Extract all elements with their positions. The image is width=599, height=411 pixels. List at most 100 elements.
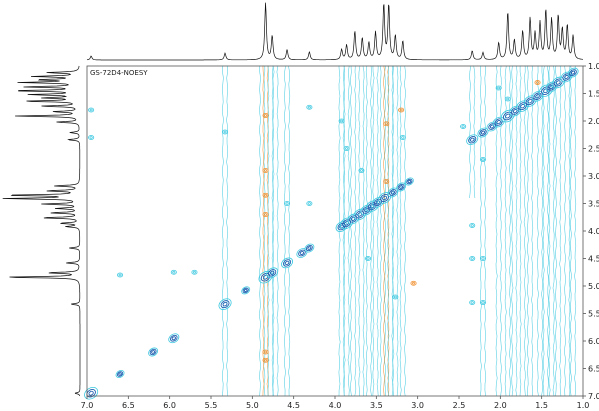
diagonal-peak: [360, 204, 373, 216]
cross-peak: [284, 201, 291, 206]
cross-peaks-layer: [88, 80, 541, 363]
cross-peak: [358, 168, 365, 173]
cross-peak: [343, 146, 350, 151]
vertical-streak: [542, 65, 549, 397]
plot-title: GS-72D4-NOESY: [90, 69, 148, 77]
cross-peak: [262, 357, 269, 363]
vertical-streak: [222, 65, 229, 397]
y-tick-label: 2.0: [588, 117, 599, 126]
vertical-streak: [548, 65, 555, 397]
y-tick-label: 5.0: [588, 282, 599, 291]
diagonal-peak: [365, 200, 379, 213]
cross-peak: [534, 80, 541, 85]
cross-peak: [469, 256, 476, 261]
cross-peak: [392, 294, 399, 300]
x-tick-label: 1.5: [535, 401, 548, 410]
cross-peak: [469, 300, 476, 305]
x-axis: 7.0 6.5 6.0 5.5 5.0 4.5 4.0 3.5 3.0 2.5 2.0 1.5 1.0: [81, 396, 590, 410]
diagonal-peak: [168, 333, 180, 344]
cross-peak: [338, 118, 345, 124]
cross-peak: [399, 135, 406, 140]
x-tick-label: 1.0: [577, 401, 590, 410]
x-tick-label: 5.5: [205, 401, 218, 410]
vertical-streak: [564, 65, 571, 397]
y-tick-label: 2.5: [588, 145, 599, 154]
cross-peak: [479, 256, 486, 261]
vertical-streak: [555, 65, 562, 397]
y-tick-label: 3.0: [588, 172, 599, 181]
x-tick-label: 7.0: [81, 401, 94, 410]
x-tick-label: 3.5: [370, 401, 383, 410]
cross-peak: [262, 168, 269, 173]
diagonal-peak: [551, 76, 565, 89]
diagonal-peak: [218, 298, 232, 310]
diagonal-peak: [266, 267, 279, 279]
vertical-streak: [536, 65, 544, 397]
y-tick-label: 1.0: [588, 62, 599, 71]
x-tick-label: 4.5: [287, 401, 300, 410]
cross-peak: [410, 280, 417, 286]
cross-peak: [170, 269, 177, 275]
cross-peak: [383, 121, 390, 127]
vertical-streak: [350, 65, 357, 397]
cross-peak: [365, 256, 372, 261]
diagonal-peaks-layer: [84, 67, 579, 400]
vertical-streak: [392, 65, 399, 397]
cross-peak: [306, 201, 313, 206]
cross-peak: [88, 107, 95, 113]
vertical-streak: [358, 65, 365, 397]
vertical-streaks-layer: [222, 65, 577, 397]
diagonal-peak: [115, 369, 125, 379]
y-tick-label: 5.5: [588, 310, 599, 319]
vertical-streak: [284, 65, 291, 397]
cross-peak: [495, 85, 502, 91]
x-tick-label: 5.0: [246, 401, 259, 410]
cross-peak: [117, 272, 124, 278]
x-tick-label: 4.0: [329, 401, 342, 410]
vertical-streak: [399, 65, 406, 397]
diagonal-peak: [567, 67, 579, 78]
cross-peak: [504, 96, 511, 102]
vertical-streak: [272, 65, 279, 397]
diagonal-peak: [304, 243, 315, 253]
diagonal-peak: [241, 286, 251, 295]
x-tick-label: 3.0: [411, 401, 424, 410]
y-tick-label: 7.0: [588, 392, 599, 401]
y-tick-label: 6.0: [588, 337, 599, 346]
vertical-streak: [379, 65, 386, 397]
x-tick-label: 6.5: [122, 401, 135, 410]
cross-peak: [479, 157, 486, 162]
cross-peak: [222, 129, 229, 135]
cross-peak: [262, 349, 269, 355]
cross-peak: [460, 124, 467, 129]
top-1d-projection: [86, 2, 583, 61]
diagonal-peak: [148, 347, 159, 357]
diagonal-peak: [531, 90, 544, 102]
diagonal-peak: [396, 182, 407, 192]
diagonal-peak: [404, 177, 414, 186]
y-tick-label: 4.0: [588, 227, 599, 236]
y-tick-label: 1.5: [588, 90, 599, 99]
y-tick-label: 4.5: [588, 255, 599, 264]
cross-peak: [262, 212, 269, 217]
vertical-streak: [365, 65, 372, 397]
cross-peak: [469, 223, 476, 228]
cross-peak: [383, 179, 390, 184]
vertical-streak: [495, 65, 502, 397]
left-1d-projection: [2, 65, 81, 397]
vertical-streak: [527, 65, 534, 397]
cross-peak: [306, 104, 313, 110]
cross-peak: [262, 192, 269, 198]
x-tick-label: 2.5: [453, 401, 466, 410]
y-tick-label: 3.5: [588, 200, 599, 209]
vertical-streak: [519, 65, 526, 397]
vertical-streak: [479, 65, 487, 397]
diagonal-peak: [466, 134, 479, 146]
cross-peak: [262, 113, 269, 118]
y-axis: 1.0 1.5 2.0 2.5 3.0 3.5 4.0 4.5 5.0 5.5 6.0 6.5 7.0: [583, 62, 599, 401]
vertical-streak: [372, 65, 379, 397]
cross-peak: [88, 135, 95, 140]
x-tick-label: 6.0: [163, 401, 176, 410]
cross-peak: [398, 107, 405, 113]
